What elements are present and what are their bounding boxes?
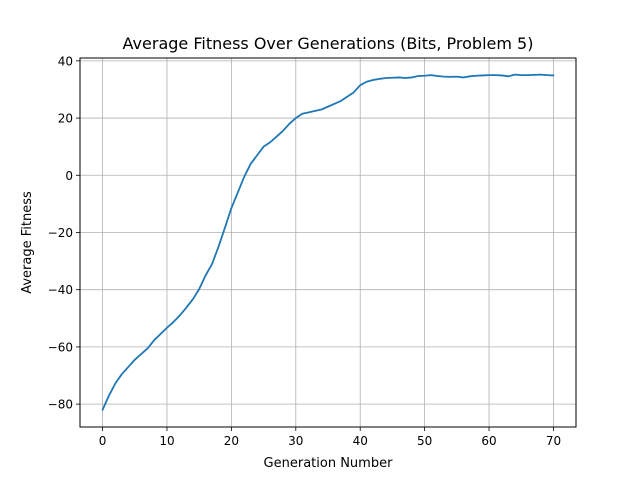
y-tick-label: −20 (48, 226, 73, 240)
y-tick-label: −60 (48, 340, 73, 354)
x-axis-label: Generation Number (264, 456, 394, 471)
x-tick-label: 40 (353, 434, 368, 448)
series-line (101, 73, 555, 411)
ticks: 0 10 20 30 40 50 60 70 −80 −60 −40 −20 0 20 40 (48, 54, 561, 448)
x-tick-label: 20 (224, 434, 239, 448)
x-tick-label: 70 (546, 434, 561, 448)
x-tick-label: 0 (99, 434, 107, 448)
x-tick-label: 10 (159, 434, 174, 448)
y-tick-label: 20 (58, 112, 73, 126)
grid (80, 58, 576, 427)
y-tick-label: 40 (58, 54, 73, 68)
y-tick-label: −80 (48, 398, 73, 412)
axes-frame (79, 57, 577, 428)
x-tick-label: 30 (288, 434, 303, 448)
x-tick-label: 50 (417, 434, 432, 448)
x-tick-label: 60 (481, 434, 496, 448)
y-axis-label: Average Fitness (20, 191, 35, 294)
plot-area (101, 73, 555, 411)
y-tick-label: −40 (48, 283, 73, 297)
chart-title: Average Fitness Over Generations (Bits, … (123, 34, 534, 53)
y-tick-label: 0 (65, 169, 73, 183)
